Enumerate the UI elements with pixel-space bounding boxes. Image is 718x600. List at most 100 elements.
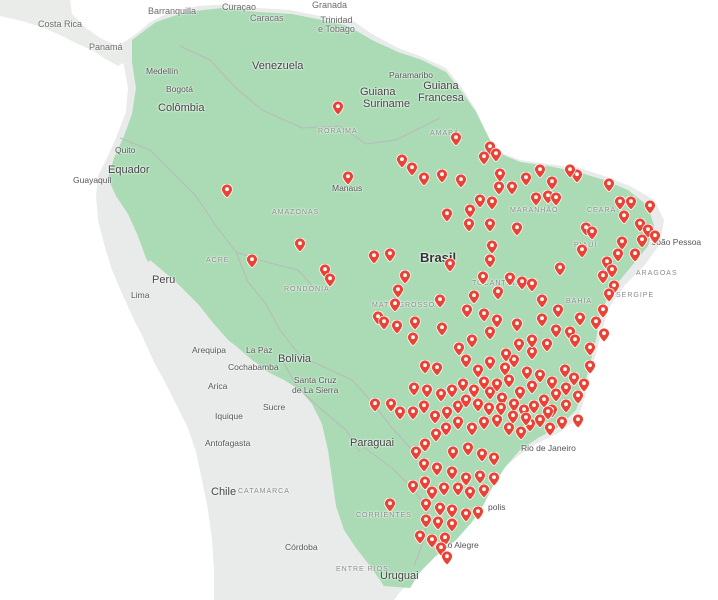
- location-marker[interactable]: [460, 354, 472, 368]
- location-marker[interactable]: [472, 506, 484, 520]
- location-marker[interactable]: [491, 314, 503, 328]
- location-marker[interactable]: [556, 416, 568, 430]
- location-marker[interactable]: [429, 410, 441, 424]
- location-marker[interactable]: [526, 278, 538, 292]
- location-marker[interactable]: [332, 101, 344, 115]
- location-marker[interactable]: [612, 248, 624, 262]
- location-marker[interactable]: [444, 258, 456, 272]
- location-marker[interactable]: [511, 318, 523, 332]
- location-marker[interactable]: [399, 270, 411, 284]
- location-marker[interactable]: [541, 338, 553, 352]
- location-marker[interactable]: [544, 422, 556, 436]
- location-marker[interactable]: [409, 316, 421, 330]
- location-marker[interactable]: [441, 406, 453, 420]
- location-marker[interactable]: [446, 518, 458, 532]
- location-marker[interactable]: [369, 398, 381, 412]
- location-marker[interactable]: [384, 248, 396, 262]
- location-marker[interactable]: [572, 390, 584, 404]
- location-marker[interactable]: [584, 342, 596, 356]
- location-marker[interactable]: [508, 398, 520, 412]
- location-marker[interactable]: [530, 192, 542, 206]
- location-marker[interactable]: [452, 416, 464, 430]
- location-marker[interactable]: [550, 192, 562, 206]
- location-marker[interactable]: [618, 210, 630, 224]
- location-marker[interactable]: [478, 416, 490, 430]
- location-marker[interactable]: [492, 286, 504, 300]
- location-marker[interactable]: [410, 446, 422, 460]
- location-marker[interactable]: [514, 386, 526, 400]
- location-marker[interactable]: [438, 482, 450, 496]
- location-marker[interactable]: [342, 171, 354, 185]
- location-marker[interactable]: [554, 262, 566, 276]
- location-marker[interactable]: [477, 271, 489, 285]
- location-marker[interactable]: [526, 346, 538, 360]
- location-marker[interactable]: [560, 399, 572, 413]
- location-marker[interactable]: [513, 338, 525, 352]
- location-marker[interactable]: [506, 181, 518, 195]
- location-marker[interactable]: [420, 514, 432, 528]
- location-marker[interactable]: [507, 410, 519, 424]
- location-marker[interactable]: [450, 132, 462, 146]
- location-marker[interactable]: [536, 294, 548, 308]
- location-marker[interactable]: [446, 466, 458, 480]
- location-marker[interactable]: [462, 442, 474, 456]
- location-marker[interactable]: [460, 472, 472, 486]
- location-marker[interactable]: [572, 414, 584, 428]
- location-marker[interactable]: [491, 414, 503, 428]
- location-marker[interactable]: [478, 376, 490, 390]
- location-marker[interactable]: [538, 394, 550, 408]
- location-marker[interactable]: [418, 400, 430, 414]
- location-marker[interactable]: [614, 196, 626, 210]
- location-marker[interactable]: [434, 294, 446, 308]
- location-marker[interactable]: [576, 244, 588, 258]
- location-marker[interactable]: [474, 470, 486, 484]
- location-marker[interactable]: [550, 324, 562, 338]
- location-marker[interactable]: [440, 422, 452, 436]
- location-marker[interactable]: [476, 448, 488, 462]
- location-marker[interactable]: [468, 384, 480, 398]
- location-marker[interactable]: [432, 516, 444, 530]
- location-marker[interactable]: [546, 176, 558, 190]
- location-marker[interactable]: [419, 476, 431, 490]
- location-marker[interactable]: [419, 360, 431, 374]
- location-marker[interactable]: [568, 372, 580, 386]
- location-marker[interactable]: [625, 196, 637, 210]
- location-marker[interactable]: [478, 151, 490, 165]
- location-marker[interactable]: [474, 194, 486, 208]
- location-marker[interactable]: [461, 304, 473, 318]
- location-marker[interactable]: [584, 360, 596, 374]
- location-marker[interactable]: [520, 412, 532, 426]
- location-marker[interactable]: [493, 181, 505, 195]
- location-marker[interactable]: [441, 208, 453, 222]
- location-marker[interactable]: [521, 366, 533, 380]
- location-marker[interactable]: [436, 169, 448, 183]
- location-marker[interactable]: [534, 164, 546, 178]
- location-marker[interactable]: [455, 174, 467, 188]
- location-marker[interactable]: [515, 426, 527, 440]
- location-marker[interactable]: [511, 222, 523, 236]
- location-marker[interactable]: [534, 369, 546, 383]
- location-marker[interactable]: [542, 406, 554, 420]
- location-marker[interactable]: [406, 162, 418, 176]
- location-marker[interactable]: [606, 264, 618, 278]
- location-marker[interactable]: [391, 320, 403, 334]
- location-marker[interactable]: [586, 226, 598, 240]
- location-marker[interactable]: [503, 374, 515, 388]
- location-marker[interactable]: [463, 218, 475, 232]
- location-marker[interactable]: [418, 458, 430, 472]
- location-marker[interactable]: [407, 406, 419, 420]
- location-marker[interactable]: [578, 378, 590, 392]
- location-marker[interactable]: [603, 178, 615, 192]
- location-marker[interactable]: [246, 254, 258, 268]
- location-marker[interactable]: [464, 204, 476, 218]
- location-marker[interactable]: [446, 504, 458, 518]
- location-marker[interactable]: [368, 250, 380, 264]
- location-marker[interactable]: [385, 398, 397, 412]
- location-marker[interactable]: [526, 334, 538, 348]
- location-marker[interactable]: [389, 298, 401, 312]
- location-marker[interactable]: [441, 551, 453, 565]
- location-marker[interactable]: [495, 402, 507, 416]
- location-marker[interactable]: [629, 248, 641, 262]
- location-marker[interactable]: [221, 184, 233, 198]
- location-marker[interactable]: [590, 316, 602, 330]
